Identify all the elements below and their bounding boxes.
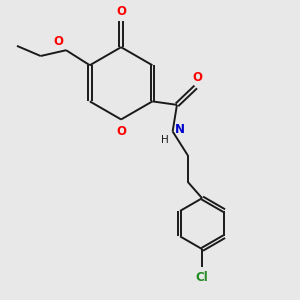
Text: H: H [160, 135, 168, 145]
Text: O: O [54, 35, 64, 48]
Text: O: O [116, 124, 126, 138]
Text: Cl: Cl [196, 271, 208, 284]
Text: N: N [175, 124, 185, 136]
Text: O: O [192, 71, 202, 84]
Text: O: O [116, 5, 126, 18]
